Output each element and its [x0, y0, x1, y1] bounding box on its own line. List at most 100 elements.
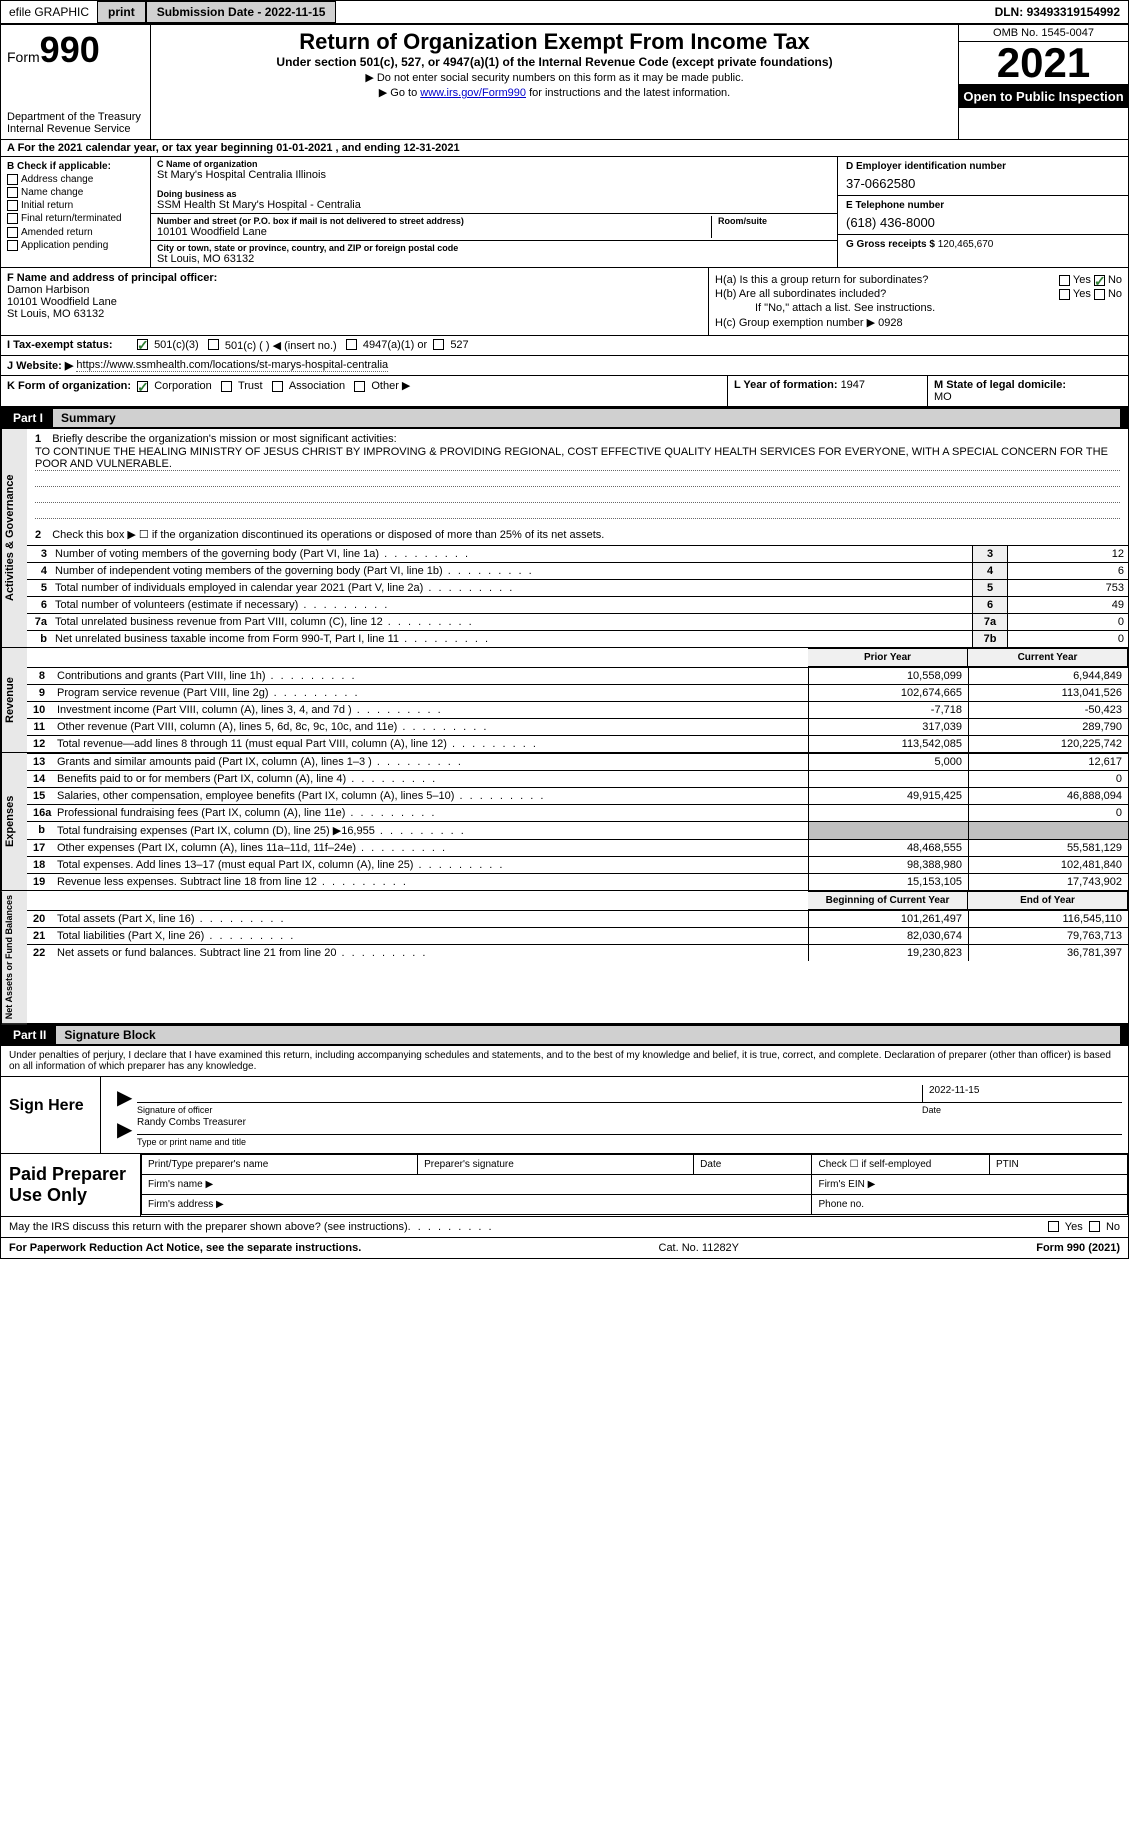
chk-final-return[interactable]: Final return/terminated	[7, 213, 144, 224]
sign-here-block: Sign Here ▶ 2022-11-15 Signature of offi…	[1, 1077, 1128, 1154]
top-bar: efile GRAPHIC print Submission Date - 20…	[1, 1, 1128, 25]
finrow-22: 22Net assets or fund balances. Subtract …	[27, 944, 1128, 961]
sig-name-value: Randy Combs Treasurer	[137, 1117, 246, 1134]
dept-label: Department of the Treasury Internal Reve…	[7, 111, 144, 135]
discuss-no: No	[1106, 1221, 1120, 1233]
hc-row: H(c) Group exemption number ▶ 0928	[715, 316, 1122, 329]
note2-pre: ▶ Go to	[379, 87, 420, 99]
chk-4947[interactable]	[346, 339, 357, 350]
city-label: City or town, state or province, country…	[157, 243, 831, 253]
opt-527: 527	[450, 339, 468, 352]
opt-corp: Corporation	[154, 380, 211, 392]
tel-label: E Telephone number	[846, 200, 1120, 211]
prior-year-label: Prior Year	[808, 648, 968, 667]
mission-label: Briefly describe the organization's miss…	[52, 433, 396, 445]
city-value: St Louis, MO 63132	[157, 253, 831, 265]
header-right: OMB No. 1545-0047 2021 Open to Public In…	[958, 25, 1128, 139]
row-j-label: J Website: ▶	[7, 359, 73, 372]
current-year-label: Current Year	[968, 648, 1128, 667]
hb-label: H(b) Are all subordinates included?	[715, 288, 1059, 300]
net-assets-section: Beginning of Current Year End of Year 20…	[27, 891, 1128, 1024]
website-value[interactable]: https://www.ssmhealth.com/locations/st-m…	[76, 359, 388, 372]
preparer-row-1: Print/Type preparer's name Preparer's si…	[142, 1155, 1128, 1175]
chk-name-change[interactable]: Name change	[7, 187, 144, 198]
form-title: Return of Organization Exempt From Incom…	[159, 29, 950, 55]
firm-addr-label: Firm's address ▶	[142, 1195, 812, 1215]
sig-name-label: Type or print name and title	[137, 1137, 1122, 1147]
note-ssn: ▶ Do not enter social security numbers o…	[159, 71, 950, 84]
chk-trust[interactable]	[221, 381, 232, 392]
ha-yes-chk[interactable]	[1059, 275, 1070, 286]
line1-num: 1	[35, 433, 41, 445]
opt-501c: 501(c) ( ) ◀ (insert no.)	[225, 339, 337, 352]
chk-assoc[interactable]	[272, 381, 283, 392]
hb-note: If "No," attach a list. See instructions…	[715, 302, 1122, 314]
finrow-9: 9Program service revenue (Part VIII, lin…	[27, 684, 1128, 701]
chk-address-change[interactable]: Address change	[7, 174, 144, 185]
finrow-13: 13Grants and similar amounts paid (Part …	[27, 753, 1128, 770]
chk-amended-return[interactable]: Amended return	[7, 227, 144, 238]
finrow-17: 17Other expenses (Part IX, column (A), l…	[27, 839, 1128, 856]
sig-officer-label: Signature of officer	[137, 1105, 922, 1115]
numline-3: 3Number of voting members of the governi…	[27, 545, 1128, 562]
part-ii-header: Part II Signature Block	[1, 1024, 1128, 1046]
ha-no-chk[interactable]	[1094, 275, 1105, 286]
irs-link[interactable]: www.irs.gov/Form990	[420, 87, 526, 99]
begin-year-label: Beginning of Current Year	[808, 891, 968, 910]
mission-text: TO CONTINUE THE HEALING MINISTRY OF JESU…	[35, 446, 1120, 471]
ein-label: D Employer identification number	[846, 161, 1120, 172]
row-i-label: I Tax-exempt status:	[7, 339, 137, 352]
preparer-row-3: Firm's address ▶ Phone no.	[142, 1195, 1128, 1215]
gross-row: G Gross receipts $ 120,465,670	[838, 235, 1128, 254]
row-m-label: M State of legal domicile:	[934, 379, 1066, 391]
discuss-no-chk[interactable]	[1089, 1221, 1100, 1232]
line2-num: 2	[35, 529, 41, 541]
prep-date-label: Date	[694, 1155, 812, 1175]
discuss-yes-chk[interactable]	[1048, 1221, 1059, 1232]
chk-initial-return[interactable]: Initial return	[7, 200, 144, 211]
officer-name: Damon Harbison	[7, 284, 702, 296]
vtab-net-assets: Net Assets or Fund Balances	[1, 891, 27, 1024]
year-formation: 1947	[841, 379, 865, 391]
hb-yes-chk[interactable]	[1059, 289, 1070, 300]
org-name-row: C Name of organization St Mary's Hospita…	[151, 157, 837, 214]
hb-no-chk[interactable]	[1094, 289, 1105, 300]
chk-501c3[interactable]	[137, 339, 148, 350]
numlines-container: 3Number of voting members of the governi…	[27, 545, 1128, 647]
row-i-tax-status: I Tax-exempt status: 501(c)(3) 501(c) ( …	[1, 336, 1128, 356]
revenue-section: Prior Year Current Year 8Contributions a…	[27, 648, 1128, 753]
col-b-checkboxes: B Check if applicable: Address change Na…	[1, 157, 151, 267]
dln-value: 93493319154992	[1027, 5, 1120, 19]
discuss-label: May the IRS discuss this return with the…	[9, 1221, 408, 1233]
part-ii-label: Part II	[9, 1026, 56, 1044]
row-j-website: J Website: ▶ https://www.ssmhealth.com/l…	[1, 356, 1128, 376]
vtab-governance: Activities & Governance	[1, 429, 27, 648]
org-name-label: C Name of organization	[157, 159, 831, 169]
chk-corp[interactable]	[137, 381, 148, 392]
part-i-title: Summary	[53, 409, 1120, 427]
subdate-label: Submission Date -	[157, 5, 265, 19]
row-klm: K Form of organization: Corporation Trus…	[1, 376, 1128, 407]
note-link: ▶ Go to www.irs.gov/Form990 for instruct…	[159, 86, 950, 99]
dln-label: DLN:	[995, 5, 1027, 19]
vtab-expenses: Expenses	[1, 753, 27, 891]
gross-label: G Gross receipts $	[846, 239, 938, 250]
preparer-label: Paid Preparer Use Only	[1, 1154, 141, 1216]
finrow-11: 11Other revenue (Part VIII, column (A), …	[27, 718, 1128, 735]
summary-body: Activities & Governance 1 Briefly descri…	[1, 429, 1128, 1024]
sig-date-value: 2022-11-15	[922, 1085, 1122, 1102]
numline-7a: 7aTotal unrelated business revenue from …	[27, 613, 1128, 630]
netasset-rows: 20Total assets (Part X, line 16)101,261,…	[27, 910, 1128, 961]
ha-label: H(a) Is this a group return for subordin…	[715, 274, 1059, 286]
chk-application-pending[interactable]: Application pending	[7, 240, 144, 251]
print-button[interactable]: print	[97, 1, 146, 23]
ha-yes: Yes	[1073, 274, 1091, 286]
prep-selfemp-label: Check ☐ if self-employed	[812, 1155, 989, 1175]
chk-other[interactable]	[354, 381, 365, 392]
col-b-label: B Check if applicable:	[7, 161, 144, 172]
chk-527[interactable]	[433, 339, 444, 350]
finrow-16a: 16aProfessional fundraising fees (Part I…	[27, 804, 1128, 821]
finrow-21: 21Total liabilities (Part X, line 26)82,…	[27, 927, 1128, 944]
chk-501c[interactable]	[208, 339, 219, 350]
line2-text: Check this box ▶ ☐ if the organization d…	[52, 529, 604, 541]
